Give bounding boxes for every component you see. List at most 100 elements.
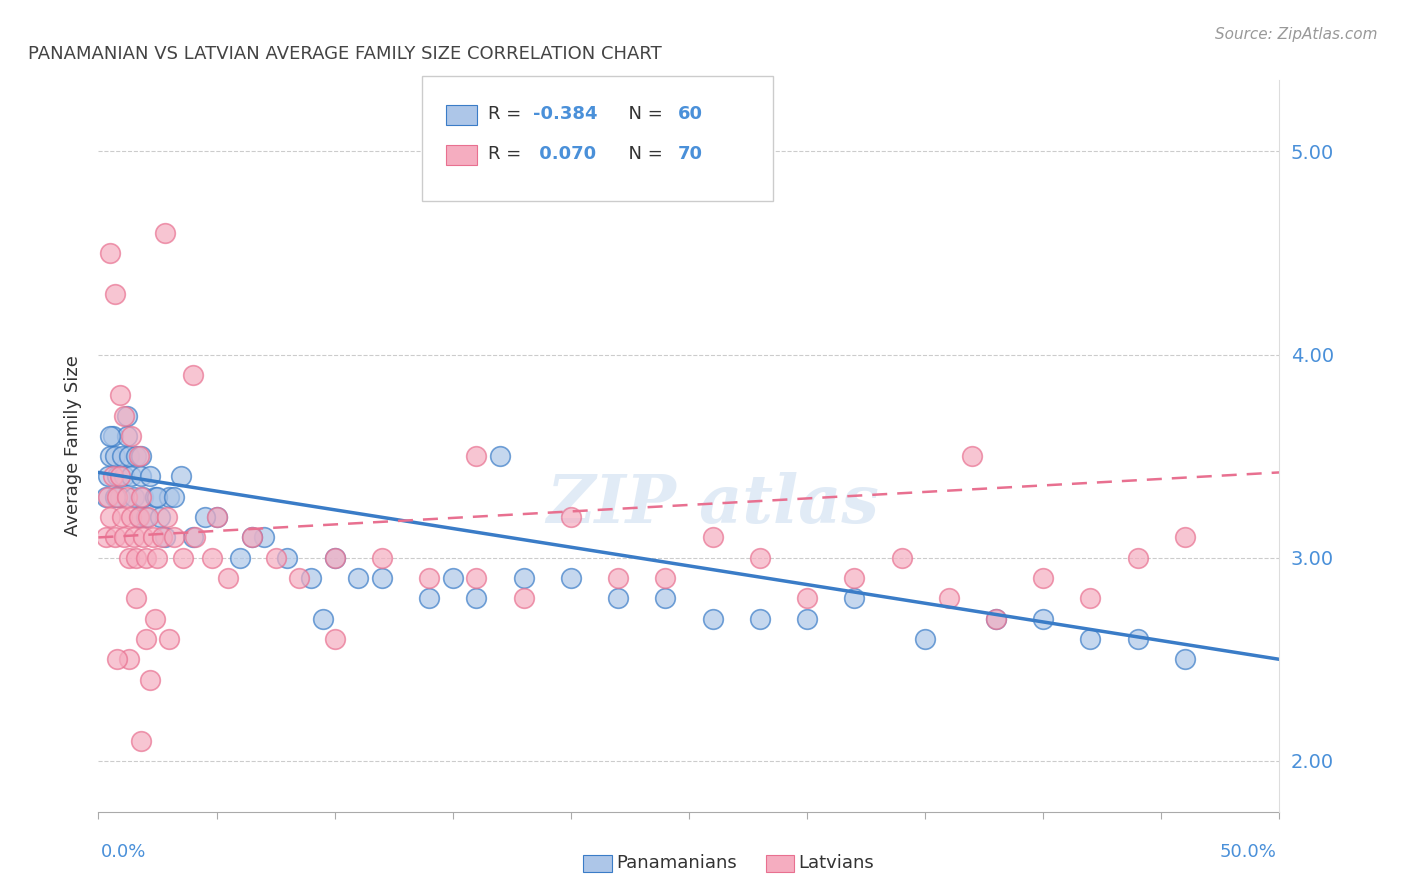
Point [125,591,148,606]
Point [163,530,186,544]
Point [128,510,150,524]
Point [163,490,186,504]
Point [1174,652,1197,666]
Point [121,510,143,524]
Point [347,571,370,585]
Point [890,550,912,565]
Point [323,550,346,565]
Point [240,530,263,544]
Point [748,612,770,626]
Point [157,490,180,504]
Point [962,449,984,463]
Text: PANAMANIAN VS LATVIAN AVERAGE FAMILY SIZE CORRELATION CHART: PANAMANIAN VS LATVIAN AVERAGE FAMILY SIZ… [28,45,662,62]
Point [796,591,818,606]
Point [101,469,124,483]
Point [105,469,128,483]
Point [702,530,724,544]
Text: R =: R = [488,145,527,163]
Point [135,632,157,646]
Point [1126,550,1149,565]
Point [312,612,335,626]
Point [371,571,394,585]
Text: N =: N = [617,105,669,123]
Point [465,449,488,463]
Point [276,550,298,565]
Point [150,530,173,544]
Point [98,246,121,260]
Point [184,530,207,544]
Text: -0.384: -0.384 [533,105,598,123]
Point [512,571,534,585]
Point [1080,632,1102,646]
Point [125,449,148,463]
Y-axis label: Average Family Size: Average Family Size [65,356,83,536]
Point [418,591,440,606]
Point [132,530,155,544]
Text: Latvians: Latvians [799,855,875,872]
Point [98,449,121,463]
Point [654,591,676,606]
Point [984,612,1007,626]
Point [288,571,311,585]
Point [104,490,127,504]
Point [105,490,128,504]
Point [560,571,582,585]
Point [108,469,131,483]
Point [299,571,322,585]
Point [489,449,512,463]
Point [97,469,120,483]
Point [135,510,157,524]
Text: 50.0%: 50.0% [1220,843,1277,861]
Point [157,632,180,646]
Point [94,530,117,544]
Point [1080,591,1102,606]
Point [129,490,152,504]
Point [105,652,128,666]
Point [135,550,157,565]
Point [118,550,141,565]
Point [1126,632,1149,646]
Point [97,490,120,504]
Point [94,490,117,504]
Point [217,571,239,585]
Point [984,612,1007,626]
Point [441,571,464,585]
Point [112,469,135,483]
Point [108,388,131,402]
Point [607,571,630,585]
Point [205,510,228,524]
Point [104,530,127,544]
Point [323,550,346,565]
Point [139,673,162,687]
Point [796,612,818,626]
Point [101,429,124,443]
Point [143,612,166,626]
Point [104,286,127,301]
Point [98,510,121,524]
Point [122,490,145,504]
Point [229,550,252,565]
Point [844,571,866,585]
Point [654,571,676,585]
Point [142,530,165,544]
Text: 0.070: 0.070 [533,145,596,163]
Point [194,510,217,524]
Point [512,591,534,606]
Point [170,469,193,483]
Point [418,571,440,585]
Point [253,530,276,544]
Point [129,449,152,463]
Point [465,571,488,585]
Point [153,226,176,240]
Point [201,550,224,565]
Point [139,469,162,483]
Point [1032,612,1054,626]
Point [465,591,488,606]
Point [121,469,143,483]
Point [112,409,135,423]
Point [98,429,121,443]
Point [143,490,166,504]
Point [132,490,155,504]
Text: ZIP atlas: ZIP atlas [546,472,879,537]
Point [149,510,172,524]
